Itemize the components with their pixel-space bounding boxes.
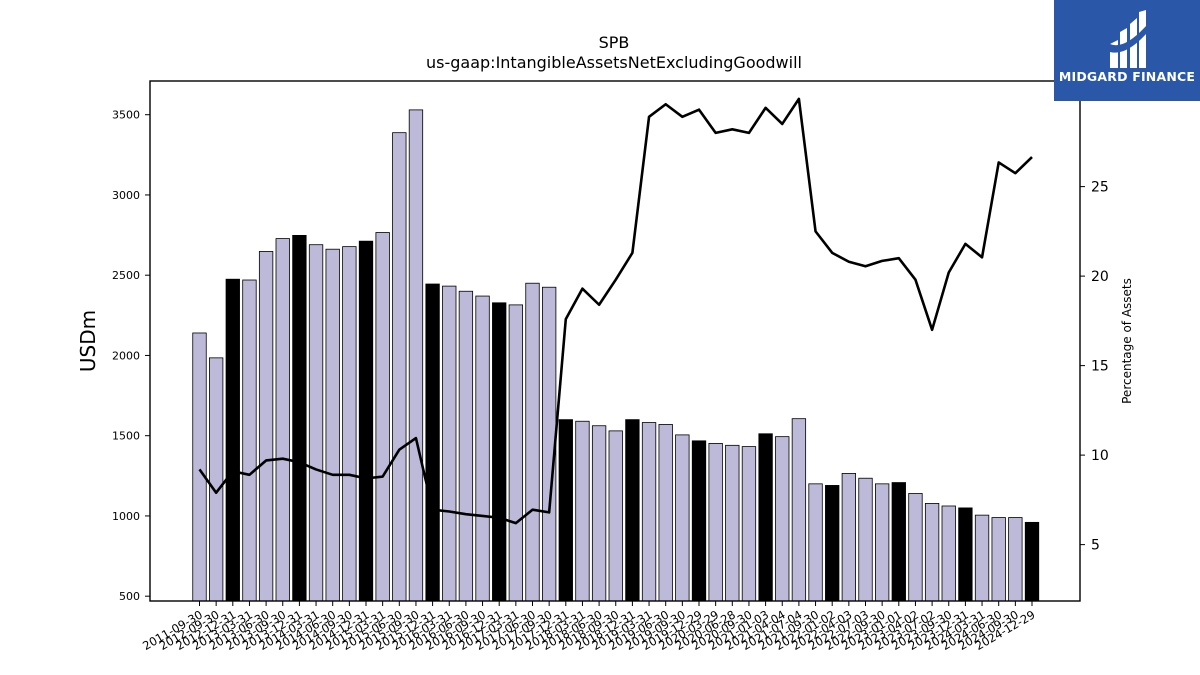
brand-logo: MIDGARD FINANCE [1054, 0, 1200, 101]
bar [292, 234, 307, 602]
bar [192, 332, 207, 602]
bar [575, 420, 590, 602]
bar [791, 418, 807, 602]
bar [408, 109, 424, 602]
plot-frame [149, 80, 1081, 602]
percentage-line [198, 97, 1033, 525]
bar [941, 505, 956, 602]
right-y-axis-label: Percentage of Assets [1120, 278, 1134, 404]
y2-tick-label: 25 [1091, 180, 1109, 196]
bar [741, 446, 757, 602]
y-tick-label: 2500 [112, 269, 140, 282]
y2-tick-label: 20 [1091, 269, 1109, 285]
bar [775, 436, 790, 602]
bar [325, 248, 340, 602]
bar [242, 279, 257, 602]
bar [691, 440, 707, 602]
bar [675, 434, 690, 602]
bar [1008, 517, 1023, 602]
bar [625, 419, 640, 602]
bar [458, 290, 474, 602]
right-y-axis: 5 10 15 20 25 [1080, 180, 1109, 554]
chart-title: SPB [599, 33, 630, 52]
bar [908, 493, 923, 602]
bar [375, 232, 390, 602]
bar [708, 442, 723, 602]
bar [608, 430, 623, 602]
bar [258, 251, 274, 602]
bar [308, 244, 324, 602]
bar [974, 514, 990, 602]
x-axis: 2011-09-302012-09-302012-12-312013-03-31… [140, 601, 1038, 653]
bar-series [192, 109, 1040, 602]
bar [558, 419, 573, 602]
bar [841, 473, 856, 602]
bar [758, 433, 773, 602]
bar [825, 485, 840, 602]
bar [442, 285, 457, 602]
bar [208, 357, 224, 602]
bar [275, 238, 290, 602]
bar [891, 482, 906, 602]
bar [342, 246, 357, 602]
bar [492, 302, 507, 602]
y2-tick-label: 10 [1091, 448, 1109, 464]
bar [425, 283, 440, 602]
bar [358, 240, 374, 602]
bar [808, 483, 823, 602]
y-tick-label: 3500 [112, 109, 140, 122]
bar [1024, 521, 1040, 602]
y-tick-label: 3000 [112, 189, 140, 202]
line-series [198, 97, 1033, 525]
bar [991, 517, 1006, 602]
y-tick-label: 1500 [112, 430, 140, 443]
y-tick-label: 500 [119, 590, 140, 603]
bar [958, 507, 973, 602]
chart-subtitle: us-gaap:IntangibleAssetsNetExcludingGood… [426, 53, 802, 72]
bar [658, 424, 673, 602]
bar [225, 278, 240, 602]
left-y-axis-label: USDm [76, 310, 100, 372]
bar [508, 304, 524, 602]
bar [392, 132, 407, 602]
midgard-logo-icon [1110, 10, 1146, 68]
bar [725, 444, 740, 602]
bar [475, 295, 490, 602]
bar [924, 503, 940, 602]
y2-tick-label: 5 [1091, 538, 1100, 554]
y-tick-label: 2000 [112, 349, 140, 362]
y-tick-label: 1000 [112, 510, 140, 523]
left-y-axis: 500 1000 1500 2000 2500 3000 3500 [112, 109, 150, 603]
bar [858, 477, 873, 602]
bar [525, 282, 540, 602]
brand-name: MIDGARD FINANCE [1058, 69, 1196, 84]
y2-tick-label: 15 [1091, 359, 1109, 375]
bar [641, 422, 657, 602]
bar [591, 425, 607, 602]
bar [875, 483, 890, 602]
